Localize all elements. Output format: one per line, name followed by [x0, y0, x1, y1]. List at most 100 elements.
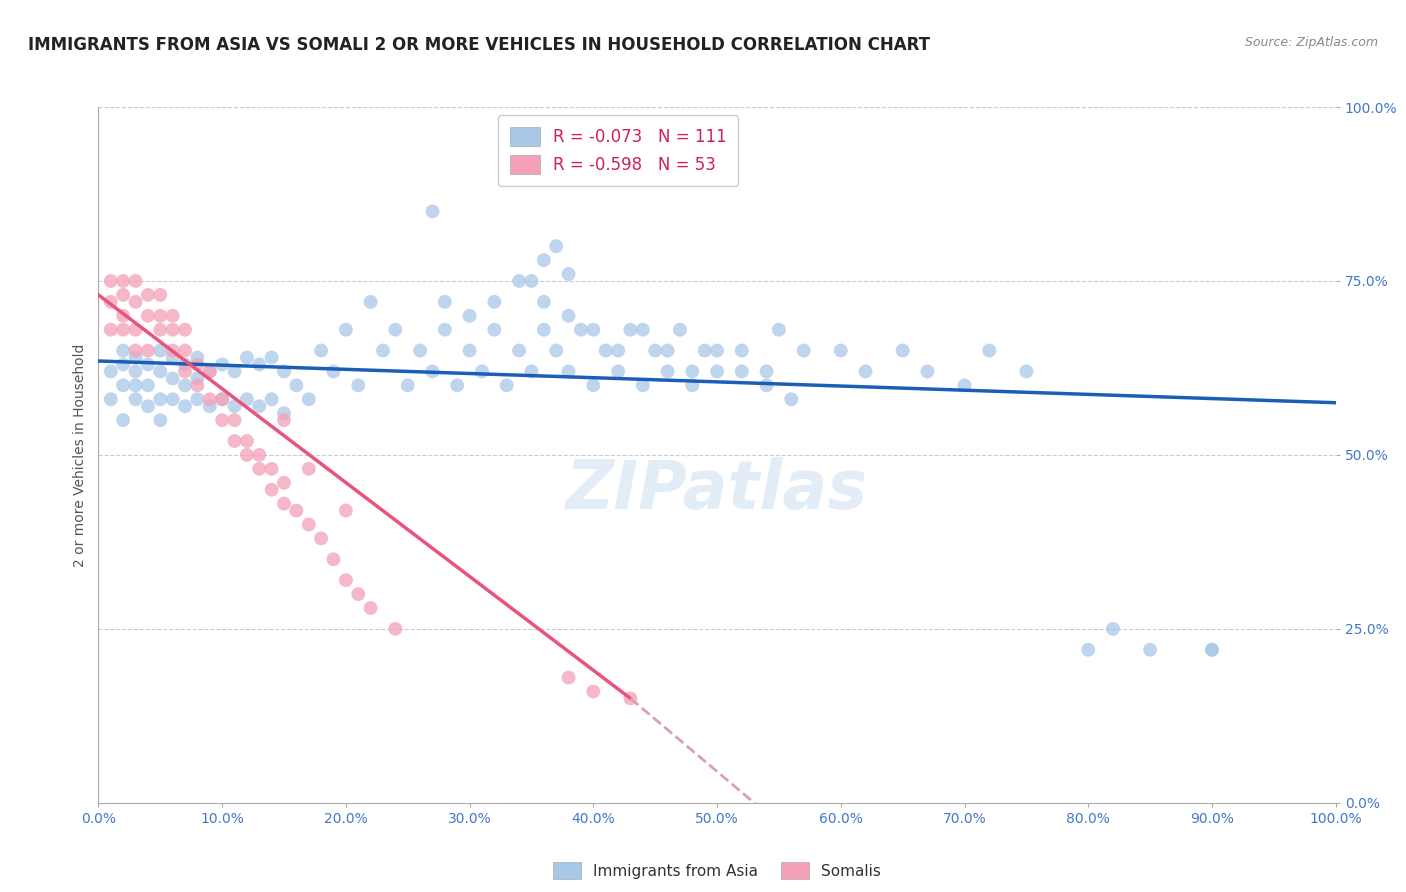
Point — [1015, 364, 1038, 378]
Point — [830, 343, 852, 358]
Point — [322, 364, 344, 378]
Point — [260, 351, 283, 365]
Point — [174, 378, 197, 392]
Point — [112, 323, 135, 337]
Point — [247, 462, 270, 476]
Point — [186, 371, 208, 385]
Point — [162, 343, 184, 358]
Point — [309, 532, 332, 546]
Point — [657, 364, 679, 378]
Point — [124, 274, 146, 288]
Point — [582, 323, 605, 337]
Point — [224, 364, 246, 378]
Point — [149, 343, 172, 358]
Point — [557, 267, 579, 281]
Point — [236, 351, 259, 365]
Point — [335, 573, 357, 587]
Point — [260, 483, 283, 497]
Point — [186, 358, 208, 372]
Point — [619, 323, 641, 337]
Point — [607, 364, 630, 378]
Point — [347, 378, 370, 392]
Point — [198, 392, 221, 407]
Point — [384, 323, 406, 337]
Point — [298, 392, 321, 407]
Point — [162, 309, 184, 323]
Point — [669, 323, 692, 337]
Point — [247, 358, 270, 372]
Point — [236, 392, 259, 407]
Point — [495, 378, 517, 392]
Point — [731, 343, 754, 358]
Point — [100, 323, 122, 337]
Point — [124, 323, 146, 337]
Text: ZIPatlas: ZIPatlas — [567, 457, 868, 523]
Point — [211, 392, 233, 407]
Point — [136, 343, 159, 358]
Point — [100, 294, 122, 309]
Point — [335, 503, 357, 517]
Point — [112, 343, 135, 358]
Point — [458, 343, 481, 358]
Point — [681, 364, 703, 378]
Point — [768, 323, 790, 337]
Point — [112, 309, 135, 323]
Point — [520, 274, 543, 288]
Point — [384, 622, 406, 636]
Point — [162, 323, 184, 337]
Point — [162, 371, 184, 385]
Point — [396, 378, 419, 392]
Legend: Immigrants from Asia, Somalis: Immigrants from Asia, Somalis — [547, 855, 887, 886]
Point — [693, 343, 716, 358]
Point — [100, 392, 122, 407]
Point — [236, 448, 259, 462]
Point — [174, 364, 197, 378]
Point — [446, 378, 468, 392]
Point — [124, 364, 146, 378]
Point — [422, 204, 444, 219]
Point — [484, 294, 506, 309]
Point — [124, 351, 146, 365]
Point — [112, 288, 135, 302]
Point — [162, 351, 184, 365]
Point — [112, 358, 135, 372]
Point — [100, 274, 122, 288]
Point — [211, 358, 233, 372]
Point — [557, 671, 579, 685]
Point — [546, 343, 568, 358]
Point — [260, 462, 283, 476]
Point — [198, 364, 221, 378]
Point — [557, 364, 579, 378]
Point — [273, 497, 295, 511]
Point — [533, 294, 555, 309]
Point — [347, 587, 370, 601]
Point — [755, 364, 778, 378]
Point — [174, 399, 197, 413]
Point — [891, 343, 914, 358]
Point — [335, 323, 357, 337]
Point — [136, 309, 159, 323]
Point — [149, 364, 172, 378]
Point — [409, 343, 432, 358]
Point — [793, 343, 815, 358]
Point — [917, 364, 939, 378]
Point — [174, 323, 197, 337]
Point — [273, 364, 295, 378]
Point — [309, 343, 332, 358]
Point — [458, 309, 481, 323]
Point — [433, 323, 456, 337]
Point — [211, 392, 233, 407]
Point — [360, 601, 382, 615]
Point — [533, 253, 555, 268]
Point — [546, 239, 568, 253]
Point — [780, 392, 803, 407]
Point — [953, 378, 976, 392]
Point — [979, 343, 1001, 358]
Point — [273, 413, 295, 427]
Point — [433, 294, 456, 309]
Point — [162, 392, 184, 407]
Point — [644, 343, 666, 358]
Point — [471, 364, 494, 378]
Point — [112, 274, 135, 288]
Point — [149, 309, 172, 323]
